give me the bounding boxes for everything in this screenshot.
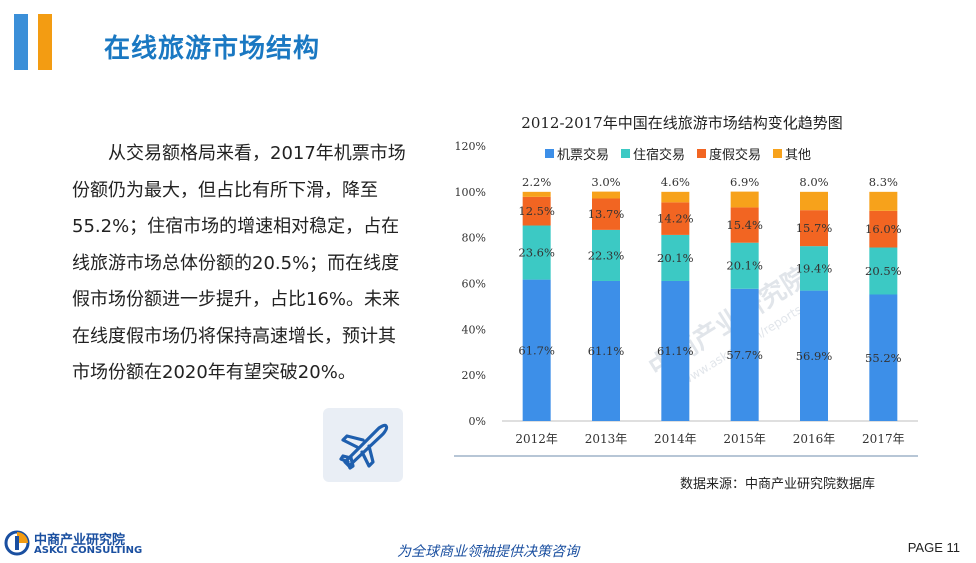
accent-bar-blue <box>14 14 28 70</box>
data-label: 8.0% <box>799 175 828 189</box>
data-label: 57.7% <box>726 348 763 362</box>
y-tick-label: 80% <box>462 232 486 245</box>
data-label: 12.5% <box>518 204 555 218</box>
bar-segment <box>869 294 898 421</box>
bar-segment <box>661 202 690 235</box>
bar-segment <box>592 229 620 281</box>
bar-segment <box>730 191 759 208</box>
footer-slogan: 为全球商业领袖提供决策咨询 <box>397 544 579 560</box>
data-label: 56.9% <box>796 349 833 363</box>
data-label: 3.0% <box>591 175 620 189</box>
legend-item: 住宿交易 <box>621 144 685 163</box>
bar-segment <box>730 207 759 243</box>
x-tick-label: 2016年 <box>793 432 836 446</box>
data-label: 20.5% <box>865 264 902 278</box>
data-label: 14.2% <box>657 212 694 226</box>
bar-segment <box>661 191 690 203</box>
bar-segment <box>522 225 551 280</box>
legend-item: 度假交易 <box>697 144 761 163</box>
data-label: 23.6% <box>518 246 555 260</box>
airplane-icon <box>339 423 389 470</box>
bar-segment <box>869 247 898 295</box>
legend-swatch <box>773 149 783 158</box>
bar-segment <box>522 279 551 421</box>
legend-label: 机票交易 <box>557 148 610 163</box>
page-title: 在线旅游市场结构 <box>104 34 321 64</box>
bar-segment <box>592 198 620 230</box>
legend-label: 住宿交易 <box>633 148 686 163</box>
bar-segment <box>730 288 759 421</box>
legend-item: 机票交易 <box>545 144 609 163</box>
bar-segment <box>869 191 898 211</box>
plane-icon-box <box>323 408 403 482</box>
chart-title: 2012-2017年中国在线旅游市场结构变化趋势图 <box>521 114 843 132</box>
x-tick-label: 2013年 <box>585 432 628 446</box>
data-label: 6.9% <box>730 175 759 189</box>
data-source: 数据来源：中商产业研究院数据库 <box>680 477 876 492</box>
data-label: 22.3% <box>588 248 625 262</box>
y-tick-label: 100% <box>455 186 486 199</box>
bar-segment <box>869 210 898 248</box>
data-label: 61.1% <box>588 344 625 358</box>
data-label: 20.1% <box>657 251 694 265</box>
data-label: 13.7% <box>588 207 625 221</box>
legend-swatch <box>697 149 707 158</box>
y-tick-label: 20% <box>462 369 486 382</box>
data-label: 61.7% <box>518 343 555 357</box>
accent-bar-orange <box>38 14 52 70</box>
x-tick-label: 2017年 <box>862 432 905 446</box>
bar-segment <box>661 234 690 281</box>
y-tick-label: 60% <box>462 278 486 291</box>
body-paragraph: 从交易额格局来看，2017年机票市场份额仍为最大，但占比有所下滑，降至55.2%… <box>72 143 406 383</box>
legend-item: 其他 <box>773 144 811 163</box>
company-logo: 中商产业研究院 ASKCI CONSULTING <box>4 527 154 559</box>
legend-label: 度假交易 <box>709 148 762 163</box>
body-text: 从交易额格局来看，2017年机票市场份额仍为最大，但占比有所下滑，降至55.2%… <box>72 136 407 392</box>
bar-segment <box>800 210 828 247</box>
logo-mark-icon <box>4 530 30 556</box>
y-tick-label: 0% <box>469 415 486 428</box>
bar-segment <box>800 290 828 421</box>
page-number: PAGE 11 <box>907 540 960 555</box>
chart-legend: 机票交易 住宿交易 度假交易 其他 <box>545 144 811 163</box>
x-tick-label: 2012年 <box>515 432 558 446</box>
data-label: 61.1% <box>657 344 694 358</box>
bar-segment <box>800 191 828 211</box>
bar-segment <box>800 246 828 291</box>
data-label: 20.1% <box>726 259 763 273</box>
y-tick-label: 40% <box>462 323 486 336</box>
legend-swatch <box>621 149 631 158</box>
data-label: 16.0% <box>865 222 902 236</box>
logo-en: ASKCI CONSULTING <box>34 545 143 556</box>
data-label: 8.3% <box>869 175 898 189</box>
x-tick-label: 2014年 <box>654 432 697 446</box>
legend-label: 其他 <box>785 148 812 163</box>
data-label: 2.2% <box>522 175 551 189</box>
bar-segment <box>592 280 620 421</box>
bar-segment <box>730 242 759 289</box>
bar-segment <box>661 280 690 421</box>
data-label: 19.4% <box>796 261 833 275</box>
stacked-bar-chart: 0% 20% 40% 60% 80% 100% 120% 61.7% 23.6% 12.5% 2.2… <box>454 140 918 457</box>
x-tick-label: 2015年 <box>723 432 766 446</box>
data-label: 15.7% <box>796 221 833 235</box>
legend-swatch <box>545 149 554 158</box>
data-label: 4.6% <box>661 175 690 189</box>
bar-segment <box>522 191 551 197</box>
data-label: 55.2% <box>865 351 902 365</box>
logo-cn: 中商产业研究院 <box>34 533 126 548</box>
bar-segment <box>522 196 551 226</box>
data-label: 15.4% <box>726 218 763 232</box>
y-tick-label: 120% <box>455 140 486 153</box>
bar-segment <box>592 191 620 199</box>
